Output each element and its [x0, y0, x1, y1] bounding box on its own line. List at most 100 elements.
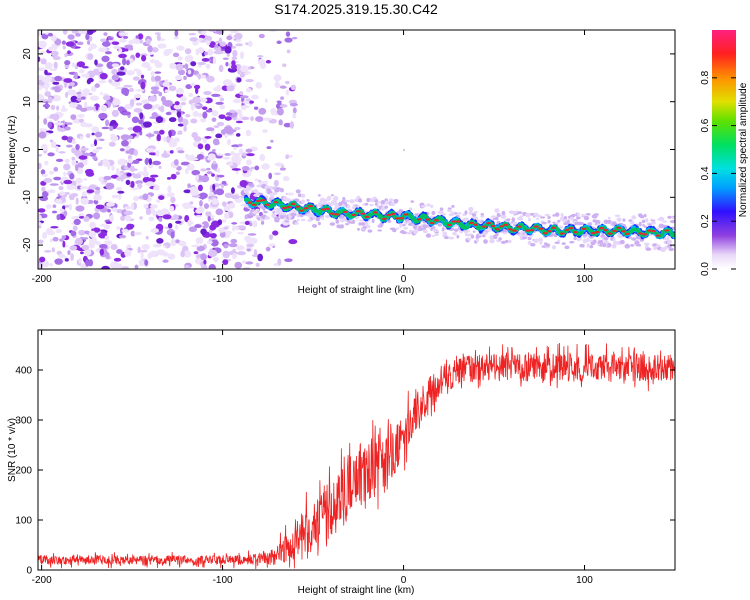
x-tick-label: -200	[32, 575, 52, 586]
noise-blob	[242, 100, 251, 104]
signal-halo-blob	[399, 223, 403, 228]
signal-core-mark	[334, 213, 339, 216]
signal-halo-blob	[369, 203, 374, 207]
noise-blob	[101, 265, 110, 269]
noise-blob	[168, 117, 177, 123]
signal-ridge-band	[659, 233, 665, 237]
colorbar-tick-label: 0.4	[700, 166, 711, 180]
noise-blob	[210, 239, 219, 247]
signal-halo-blob	[434, 233, 439, 237]
y-tick-label: 300	[15, 416, 32, 427]
noise-blob	[54, 113, 60, 119]
noise-blob	[239, 179, 248, 188]
noise-blob	[226, 84, 235, 92]
noise-blob	[55, 145, 59, 153]
noise-blob	[238, 113, 243, 119]
signal-halo-blob	[636, 243, 642, 247]
signal-core-mark	[594, 231, 600, 234]
noise-blob	[139, 260, 146, 264]
noise-blob	[209, 224, 217, 231]
signal-halo-blob	[616, 217, 622, 222]
noise-blob	[61, 235, 67, 239]
noise-blob	[111, 63, 120, 68]
signal-halo-blob	[491, 215, 497, 219]
noise-blob	[47, 96, 53, 104]
noise-blob	[239, 91, 244, 96]
signal-halo-blob	[431, 226, 436, 230]
noise-blob	[111, 194, 119, 199]
noise-blob	[55, 158, 64, 162]
noise-blob	[231, 64, 237, 70]
noise-blob	[143, 103, 153, 110]
noise-blob	[53, 61, 58, 70]
noise-blob	[137, 80, 142, 85]
noise-blob	[110, 243, 118, 250]
signal-halo-blob	[519, 215, 524, 218]
noise-blob	[225, 61, 229, 67]
signal-halo-blob	[581, 244, 585, 248]
signal-core-mark	[351, 213, 357, 217]
noise-blob	[125, 145, 131, 151]
signal-halo-blob	[544, 213, 551, 217]
noise-blob	[50, 141, 57, 148]
noise-blob	[127, 154, 132, 160]
noise-blob	[231, 253, 238, 259]
noise-blob	[75, 143, 80, 151]
noise-blob	[54, 75, 63, 82]
noise-blob	[52, 204, 57, 209]
signal-halo-blob	[300, 193, 306, 198]
signal-ridge-band	[589, 229, 594, 233]
noise-blob	[60, 108, 68, 112]
signal-halo-blob	[581, 213, 586, 217]
snr-x-label: Height of straight line (km)	[298, 585, 415, 596]
noise-blob	[90, 143, 95, 148]
y-tick-label: 20	[22, 48, 33, 60]
signal-halo-blob	[585, 212, 591, 216]
noise-blob	[138, 119, 144, 125]
signal-ridge-band	[465, 225, 470, 229]
noise-blob	[48, 46, 54, 52]
noise-blob	[115, 186, 122, 191]
signal-halo-blob	[389, 198, 394, 202]
noise-blob	[89, 221, 96, 229]
noise-blob	[195, 174, 199, 181]
signal-halo-blob	[592, 239, 597, 243]
signal-halo-blob	[345, 222, 350, 226]
noise-blob	[183, 250, 192, 258]
noise-blob	[282, 63, 287, 67]
spectrogram-signal-layer	[243, 149, 675, 253]
noise-blob	[40, 58, 47, 65]
signal-halo-blob	[552, 245, 556, 250]
noise-blob	[139, 112, 144, 120]
noise-blob	[155, 116, 164, 124]
noise-blob	[101, 126, 110, 130]
noise-blob	[173, 159, 179, 166]
noise-blob	[204, 143, 211, 151]
noise-blob	[106, 252, 110, 259]
noise-blob	[49, 183, 59, 186]
noise-blob	[89, 95, 100, 101]
signal-halo-blob	[430, 204, 434, 209]
noise-blob	[83, 216, 90, 222]
noise-blob	[226, 53, 230, 57]
signal-core-mark	[664, 229, 670, 232]
noise-blob	[70, 253, 74, 261]
noise-blob	[200, 253, 207, 261]
noise-blob	[54, 89, 61, 93]
signal-halo-blob	[506, 218, 511, 222]
signal-ridge-band	[317, 212, 323, 216]
signal-ridge-band	[246, 198, 251, 202]
noise-blob	[254, 165, 260, 171]
signal-halo-blob	[422, 229, 428, 234]
signal-halo-blob	[617, 233, 624, 239]
noise-blob	[44, 249, 52, 253]
colorbar-tick-label: 0.2	[700, 214, 711, 228]
noise-blob	[223, 243, 229, 249]
signal-halo-blob	[472, 230, 476, 233]
noise-blob	[237, 231, 245, 235]
signal-core-mark	[273, 201, 279, 204]
signal-core-mark	[603, 228, 609, 232]
noise-blob	[154, 104, 161, 109]
signal-core-mark	[516, 225, 522, 228]
